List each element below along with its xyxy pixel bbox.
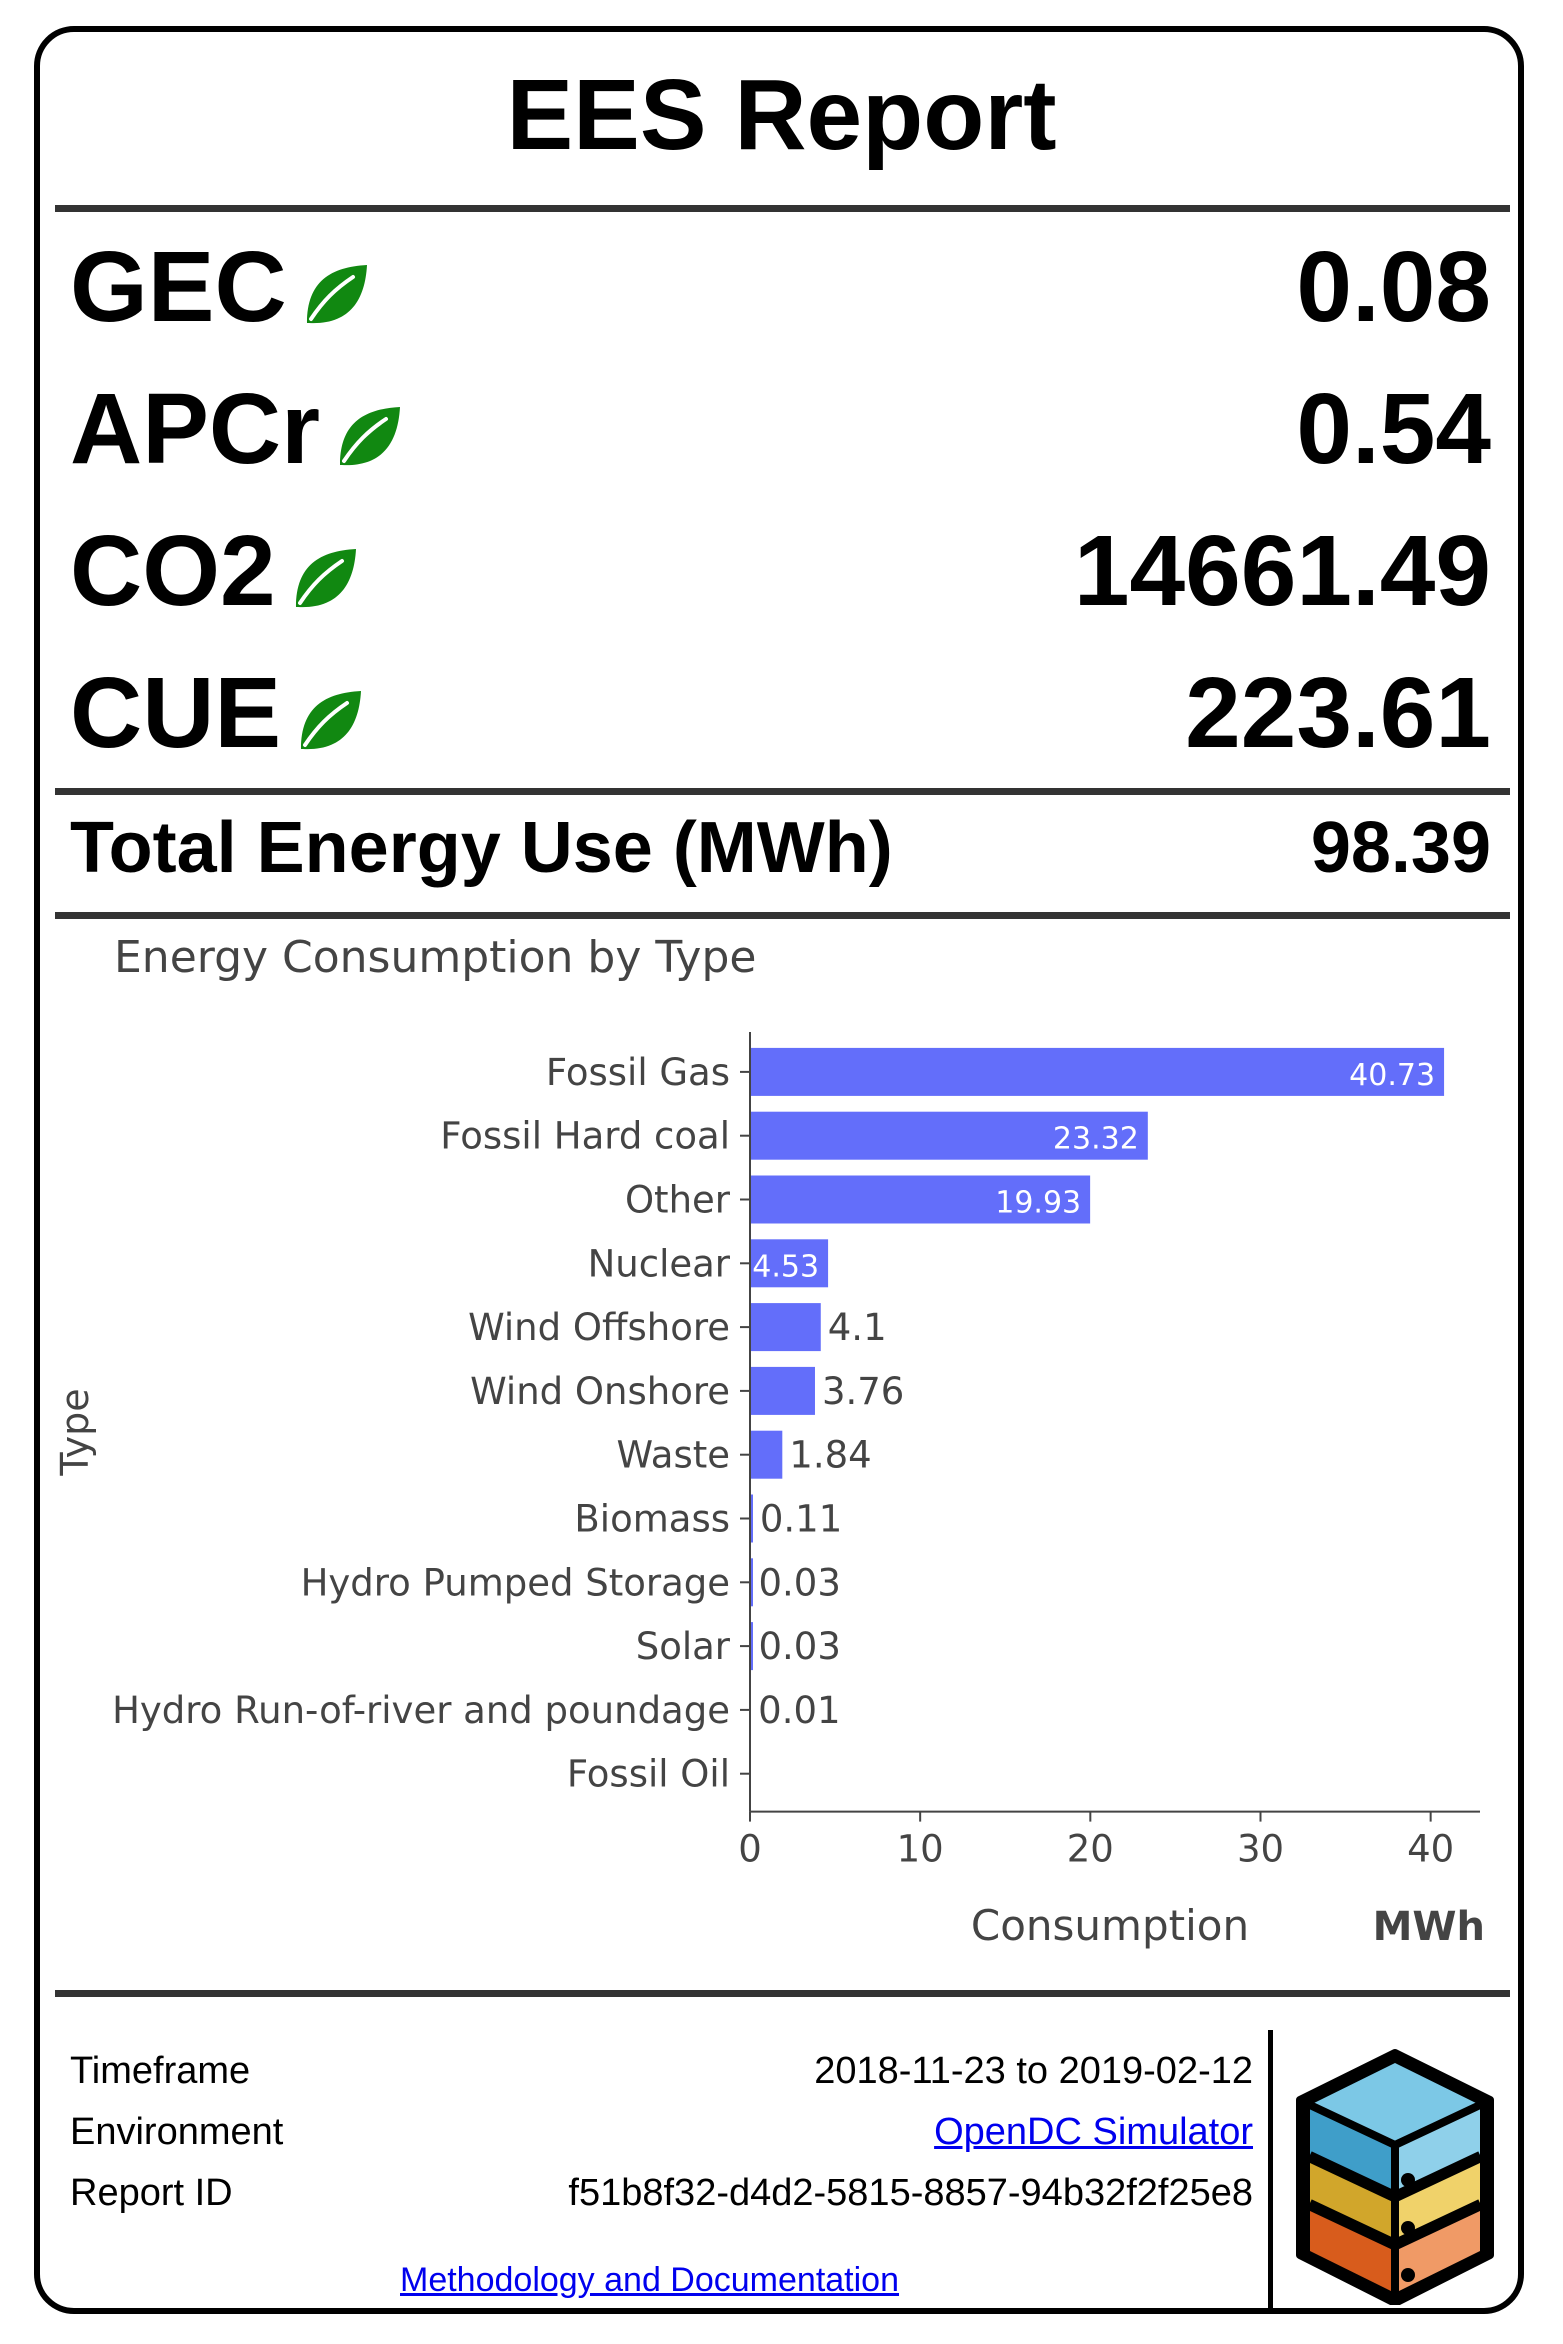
category-label: Fossil Oil	[567, 1753, 730, 1796]
methodology-link[interactable]: Methodology and Documentation	[400, 2261, 899, 2299]
metric-value-apcr: 0.54	[1296, 373, 1491, 485]
opendc-cube-logo	[1290, 2045, 1500, 2310]
total-energy-label: Total Energy Use (MWh)	[70, 808, 893, 888]
chart-title: Energy Consumption by Type	[114, 932, 756, 983]
divider	[55, 1990, 1510, 1997]
divider	[55, 912, 1510, 919]
x-tick-label: 30	[1237, 1828, 1284, 1871]
report-card	[34, 26, 1524, 2314]
category-label: Fossil Gas	[546, 1051, 730, 1094]
bar	[751, 1558, 753, 1607]
data-label: 19.93	[995, 1186, 1081, 1221]
bar	[751, 1239, 829, 1288]
leaf-icon	[301, 240, 369, 350]
metric-label-apcr: APCr	[70, 374, 402, 492]
timeframe-value: 2018-11-23 to 2019-02-12	[814, 2050, 1253, 2092]
category-label: Nuclear	[588, 1242, 731, 1285]
bar	[751, 1047, 1445, 1096]
data-label: 0.11	[760, 1498, 842, 1541]
report-id-value: f51b8f32-d4d2-5815-8857-94b32f2f25e8	[568, 2172, 1253, 2214]
bar	[751, 1303, 821, 1352]
energy-consumption-chart: Energy Consumption by Type Type Consumpt…	[53, 932, 1485, 1950]
bar	[751, 1494, 753, 1543]
x-tick-label: 0	[738, 1828, 762, 1871]
category-label: Fossil Hard coal	[440, 1115, 730, 1158]
data-label: 0.03	[759, 1625, 841, 1668]
footer-divider	[1268, 2030, 1273, 2310]
data-label: 40.73	[1349, 1058, 1435, 1093]
category-label: Hydro Pumped Storage	[301, 1561, 730, 1604]
leaf-icon	[290, 524, 358, 634]
data-label: 4.53	[752, 1249, 819, 1284]
data-label: 0.03	[759, 1561, 841, 1604]
unit-label: MWh	[1373, 1904, 1485, 1950]
data-label: 4.1	[828, 1306, 887, 1349]
total-energy-value: 98.39	[1310, 808, 1491, 888]
leaf-icon	[334, 382, 402, 492]
data-label: 1.84	[789, 1434, 871, 1477]
metric-label-gec: GEC	[70, 232, 369, 350]
leaf-icon	[295, 666, 363, 776]
category-label: Hydro Run-of-river and poundage	[112, 1689, 730, 1732]
category-label: Wind Onshore	[470, 1370, 730, 1413]
category-label: Biomass	[574, 1498, 730, 1541]
category-label: Other	[625, 1179, 731, 1222]
bar	[751, 1622, 753, 1671]
y-axis-label: Type	[53, 1388, 97, 1476]
environment-label: Environment	[70, 2111, 284, 2153]
divider	[55, 788, 1510, 795]
x-tick-label: 40	[1407, 1828, 1454, 1871]
category-label: Solar	[636, 1625, 731, 1668]
bar	[751, 1111, 1148, 1160]
bar	[751, 1430, 783, 1479]
bar	[751, 1175, 1091, 1224]
metric-label-co2: CO2	[70, 516, 358, 634]
timeframe-label: Timeframe	[70, 2050, 251, 2092]
data-label: 23.32	[1053, 1122, 1139, 1157]
bar	[751, 1366, 815, 1415]
metric-value-cue: 223.61	[1185, 657, 1491, 769]
environment-link[interactable]: OpenDC Simulator	[934, 2111, 1253, 2153]
x-tick-label: 10	[897, 1828, 944, 1871]
metric-value-gec: 0.08	[1296, 231, 1491, 343]
metric-label-cue: CUE	[70, 658, 363, 776]
category-label: Waste	[617, 1434, 730, 1477]
data-label: 0.01	[758, 1689, 840, 1732]
metric-value-co2: 14661.49	[1073, 515, 1491, 627]
x-tick-label: 20	[1067, 1828, 1114, 1871]
category-label: Wind Offshore	[468, 1306, 730, 1349]
divider	[55, 205, 1510, 212]
data-label: 3.76	[822, 1370, 904, 1413]
x-axis-label: Consumption	[971, 1901, 1249, 1950]
report-title: EES Report	[506, 59, 1057, 171]
report-id-label: Report ID	[70, 2172, 233, 2214]
